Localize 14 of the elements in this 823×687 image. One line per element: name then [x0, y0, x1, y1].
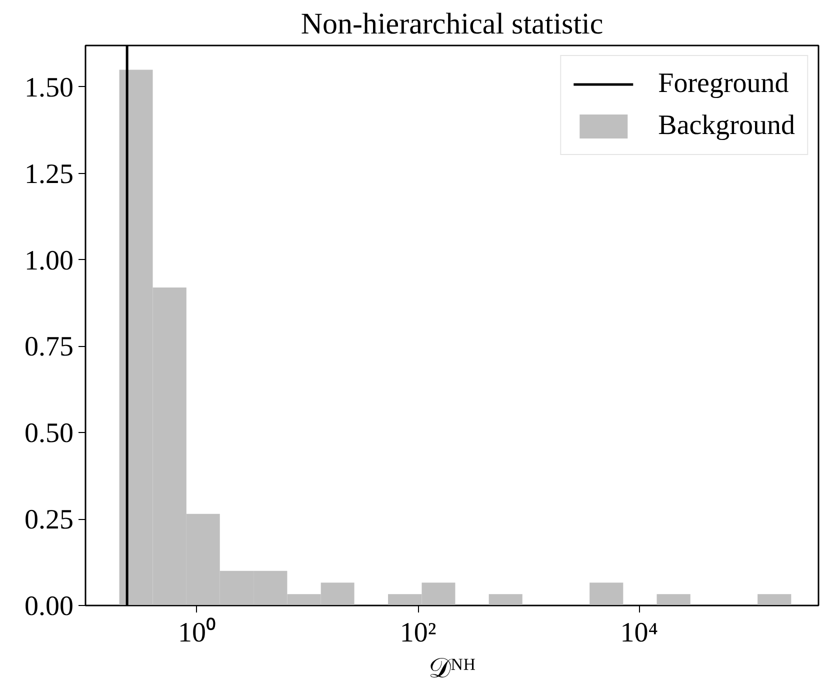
y-tick-label: 0.75	[24, 332, 74, 363]
x-tick-label: 10⁰	[178, 618, 216, 648]
y-tick-label: 0.00	[24, 591, 74, 622]
y-tick-label: 0.25	[24, 504, 74, 536]
y-tick-label: 1.25	[24, 158, 74, 190]
y-tick-label: 1.50	[24, 72, 74, 104]
x-tick-label: 10²	[400, 618, 436, 648]
y-tick-label: 0.50	[24, 418, 74, 450]
x-tick-label: 10⁴	[620, 618, 658, 648]
legend-label: Background	[658, 110, 795, 142]
x-axis-title: 𝒟ᴺᴴ	[428, 654, 476, 684]
chart-title: Non-hierarchical statistic	[300, 8, 604, 40]
ref-line-label: Foreground	[658, 68, 789, 100]
y-tick-label: 1.00	[24, 245, 74, 276]
